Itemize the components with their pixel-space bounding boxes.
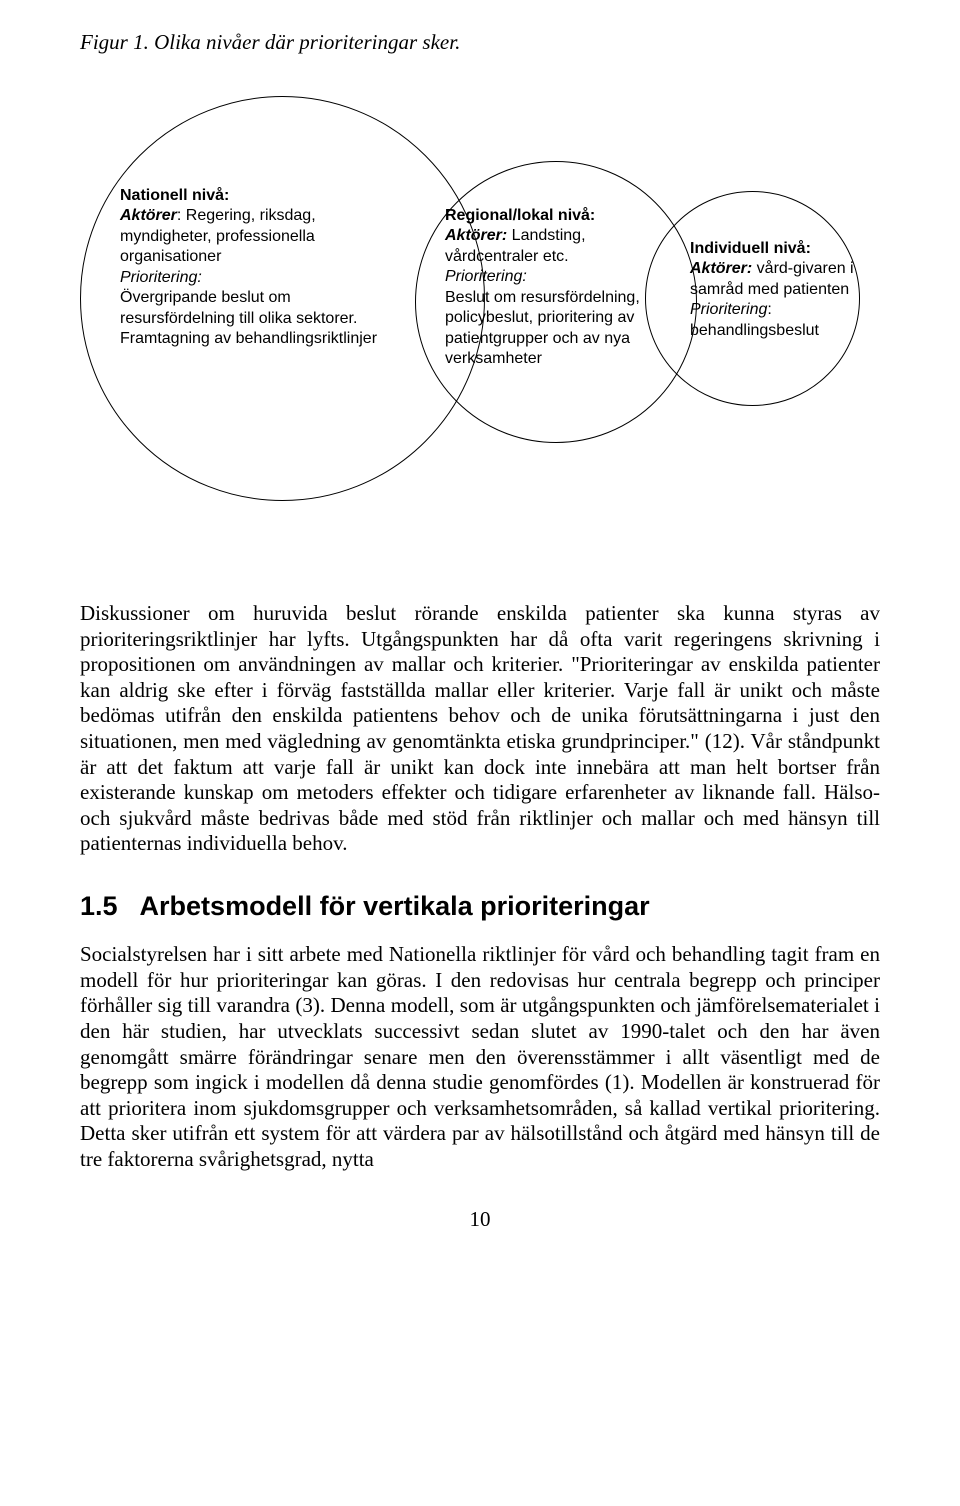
regional-actors-label: Aktörer:: [445, 227, 507, 244]
section-title: Arbetsmodell för vertikala prioriteringa…: [140, 891, 650, 921]
text-individual: Individuell nivå: Aktörer: vård-givaren …: [690, 239, 860, 341]
individual-title: Individuell nivå:: [690, 240, 811, 257]
individual-priority-label: Prioritering: [690, 301, 767, 318]
national-priority-label: Prioritering:: [120, 269, 202, 286]
text-national: Nationell nivå: Aktörer: Regering, riksd…: [120, 186, 400, 350]
regional-priority-label: Prioritering:: [445, 268, 527, 285]
individual-actors-label: Aktörer:: [690, 260, 752, 277]
venn-diagram: Nationell nivå: Aktörer: Regering, riksd…: [80, 91, 880, 531]
regional-priority-text: Beslut om resursfördelning, policybeslut…: [445, 289, 640, 367]
paragraph-1: Diskussioner om huruvida beslut rörande …: [80, 601, 880, 857]
national-actors-label: Aktörer: [120, 207, 177, 224]
national-extra: Framtagning av behandlingsriktlinjer: [120, 330, 377, 347]
section-number: 1.5: [80, 891, 118, 922]
section-heading: 1.5 Arbetsmodell för vertikala prioriteri…: [80, 891, 880, 922]
paragraph-2: Socialstyrelsen har i sitt arbete med Na…: [80, 942, 880, 1172]
national-title: Nationell nivå:: [120, 187, 229, 204]
figure-caption: Figur 1. Olika nivåer där prioriteringar…: [80, 30, 880, 55]
regional-title: Regional/lokal nivå:: [445, 207, 595, 224]
national-priority-text: Övergripande beslut om resursfördelning …: [120, 289, 357, 326]
page-number: 10: [80, 1207, 880, 1232]
text-regional: Regional/lokal nivå: Aktörer: Landsting,…: [445, 206, 660, 370]
